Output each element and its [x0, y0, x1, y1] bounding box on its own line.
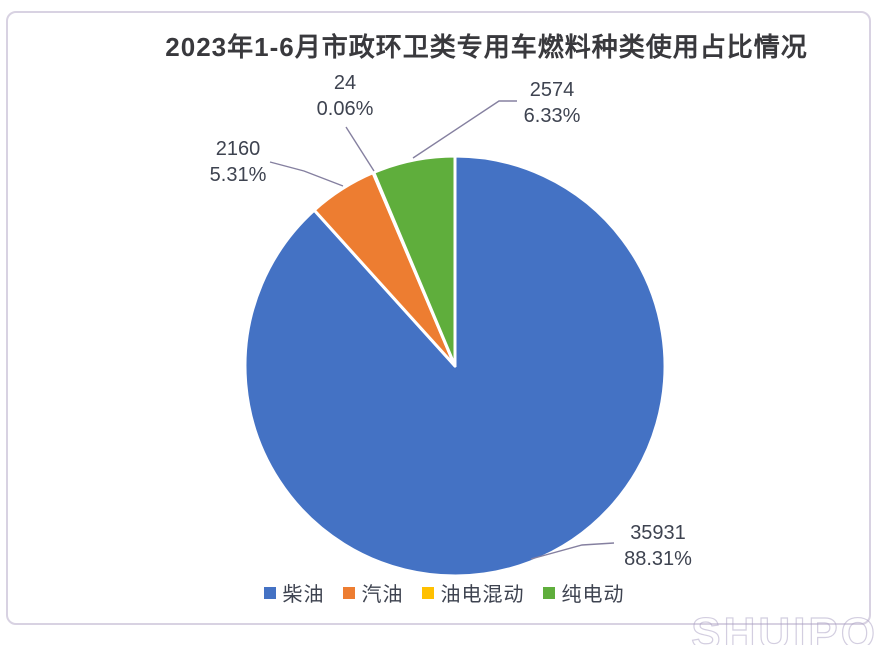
legend-label-electric: 纯电动	[561, 584, 625, 606]
pie-slice-electric	[372, 154, 457, 368]
data-label-gasoline: 2160 5.31%	[210, 136, 267, 188]
legend-swatch-electric	[542, 586, 555, 599]
data-label-hybrid-percent: 0.06%	[316, 98, 374, 120]
chart-title: 2023年1-6月市政环卫类专用车燃料种类使用占比情况	[165, 32, 808, 62]
legend-item-diesel: 柴油	[263, 578, 325, 607]
legend-item-electric: 纯电动	[542, 578, 625, 607]
legend-swatch-hybrid	[421, 586, 434, 599]
data-label-electric: 2574 6.33%	[524, 77, 581, 129]
legend-label-gasoline: 汽油	[361, 584, 404, 606]
legend-swatch-gasoline	[342, 586, 355, 599]
data-label-gasoline-value: 2160	[215, 138, 261, 160]
data-label-electric-percent: 6.33%	[523, 105, 581, 127]
chart-legend: 柴油 汽油 油电混动 纯电动	[0, 578, 888, 607]
data-label-electric-value: 2574	[529, 79, 575, 101]
leader-line-gasoline	[269, 161, 344, 187]
data-label-gasoline-percent: 5.31%	[209, 164, 267, 186]
data-label-hybrid: 24 0.06%	[317, 70, 374, 122]
legend-item-gasoline: 汽油	[342, 578, 404, 607]
data-label-diesel: 35931 88.31%	[624, 520, 692, 572]
leader-line-diesel	[530, 542, 615, 560]
legend-label-hybrid: 油电混动	[440, 584, 525, 606]
legend-label-diesel: 柴油	[282, 584, 325, 606]
leader-line-electric	[412, 100, 517, 159]
data-label-diesel-percent: 88.31%	[624, 548, 692, 570]
legend-item-hybrid: 油电混动	[421, 578, 525, 607]
data-label-hybrid-value: 24	[333, 72, 357, 94]
data-label-diesel-value: 35931	[630, 522, 686, 544]
legend-swatch-diesel	[263, 586, 276, 599]
leader-line-hybrid	[345, 126, 375, 172]
